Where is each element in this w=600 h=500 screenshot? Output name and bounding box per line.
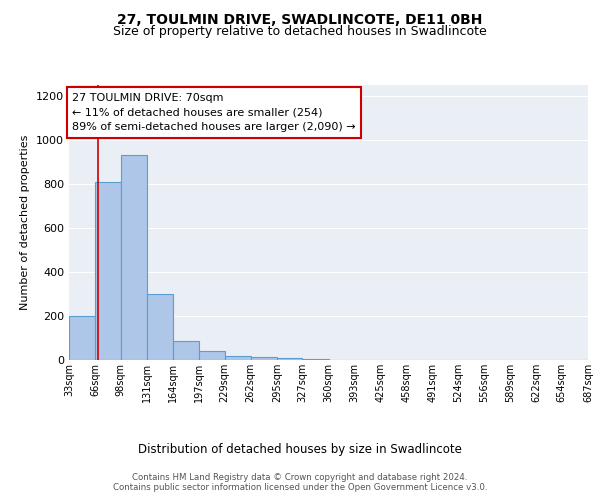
Bar <box>302 359 329 360</box>
Text: 27, TOULMIN DRIVE, SWADLINCOTE, DE11 0BH: 27, TOULMIN DRIVE, SWADLINCOTE, DE11 0BH <box>118 12 482 26</box>
Bar <box>199 351 224 360</box>
Bar <box>173 342 199 360</box>
Text: Size of property relative to detached houses in Swadlincote: Size of property relative to detached ho… <box>113 25 487 38</box>
Text: 27 TOULMIN DRIVE: 70sqm
← 11% of detached houses are smaller (254)
89% of semi-d: 27 TOULMIN DRIVE: 70sqm ← 11% of detache… <box>72 92 356 132</box>
Text: Distribution of detached houses by size in Swadlincote: Distribution of detached houses by size … <box>138 442 462 456</box>
Bar <box>251 356 277 360</box>
Bar <box>95 182 121 360</box>
Bar <box>277 358 302 360</box>
Y-axis label: Number of detached properties: Number of detached properties <box>20 135 31 310</box>
Bar <box>147 294 173 360</box>
Bar <box>121 156 147 360</box>
Bar <box>224 356 251 360</box>
Bar <box>69 316 95 360</box>
Text: Contains HM Land Registry data © Crown copyright and database right 2024.
Contai: Contains HM Land Registry data © Crown c… <box>113 472 487 492</box>
